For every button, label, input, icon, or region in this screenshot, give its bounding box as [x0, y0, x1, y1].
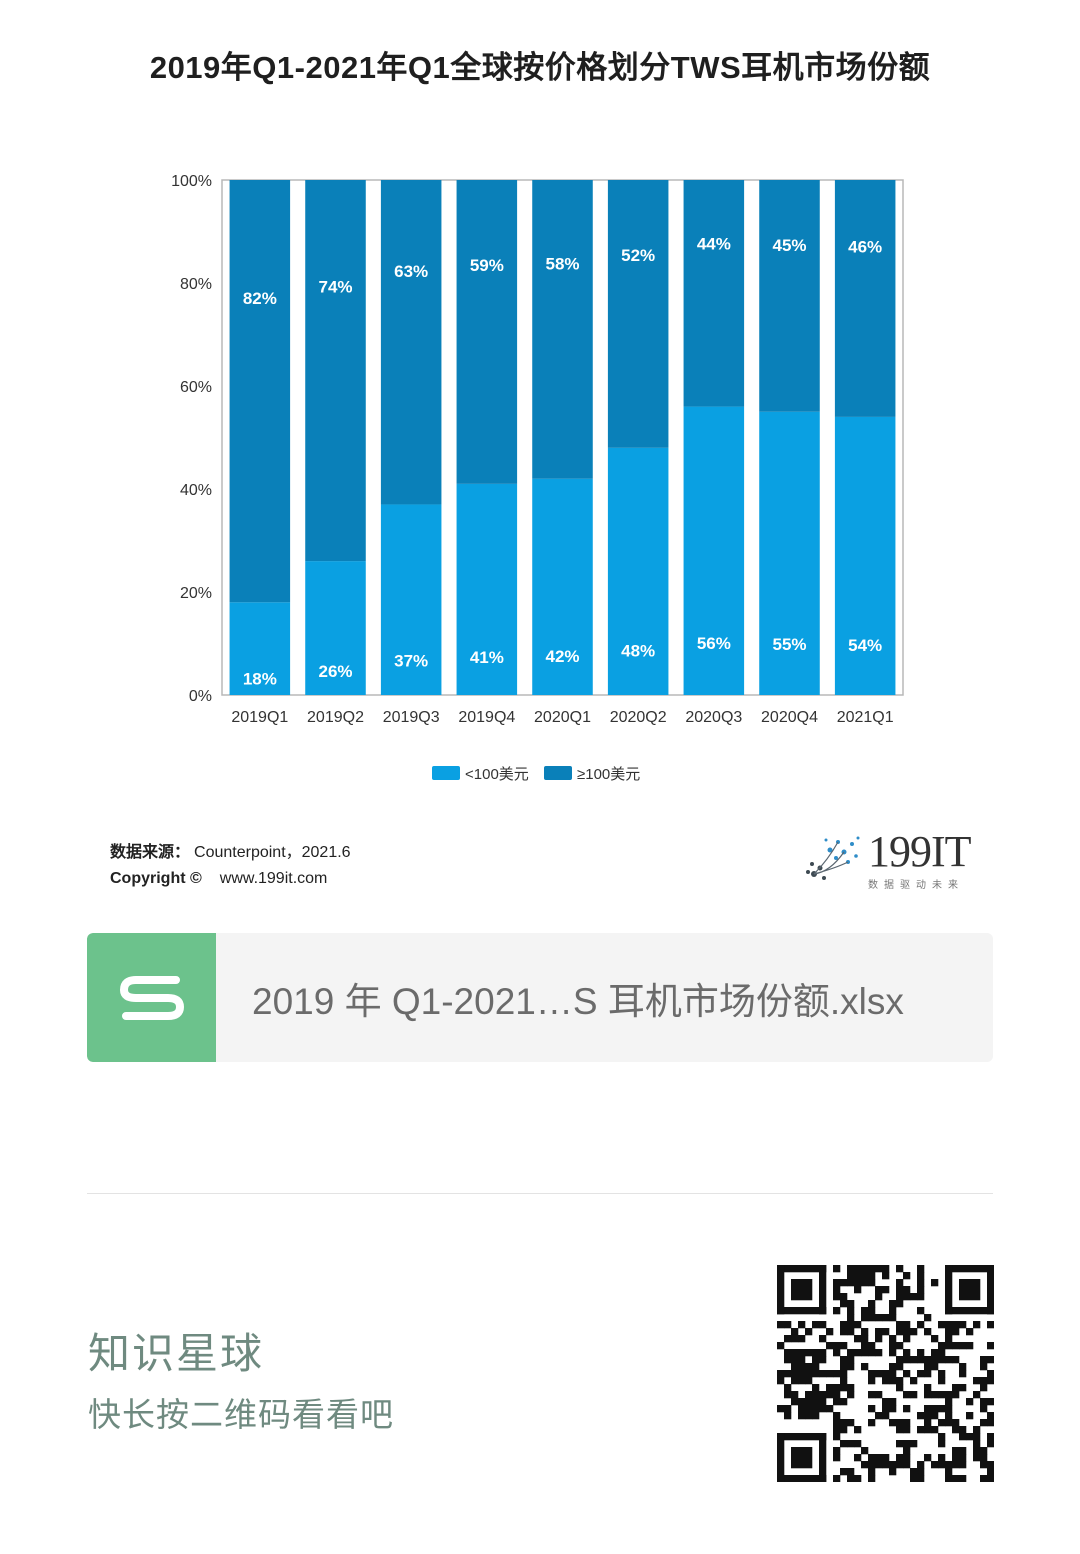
footer-title: 知识星球	[88, 1330, 265, 1377]
bar-segment-under-100	[229, 602, 291, 695]
dandelion-icon	[806, 836, 860, 880]
y-tick-label: 80%	[180, 276, 212, 293]
bar-segment-over-100	[759, 180, 820, 412]
x-tick-label: 2020Q3	[685, 709, 742, 726]
bar-segment-over-100	[834, 180, 896, 417]
data-label: 58%	[545, 255, 579, 274]
data-label: 48%	[621, 642, 655, 661]
bar-segment-over-100	[380, 180, 442, 505]
data-label: 44%	[697, 234, 731, 253]
y-tick-label: 0%	[189, 688, 212, 705]
bar-segment-under-100	[834, 416, 896, 695]
legend-swatch	[432, 766, 460, 780]
data-label: 56%	[697, 634, 731, 653]
x-tick-label: 2019Q3	[383, 709, 440, 726]
legend-label: <100美元	[465, 766, 529, 783]
bar-segment-over-100	[532, 180, 593, 479]
data-label: 74%	[318, 278, 352, 297]
bar-segment-over-100	[229, 180, 291, 603]
source-text: Counterpoint，2021.6	[194, 844, 351, 861]
data-label: 18%	[243, 669, 277, 688]
data-label: 82%	[243, 289, 277, 308]
data-label: 46%	[848, 237, 882, 256]
chart-title: 2019年Q1-2021年Q1全球按价格划分TWS耳机市场份额	[149, 50, 931, 85]
bar-segment-over-100	[607, 180, 669, 448]
y-tick-label: 20%	[180, 585, 212, 602]
bar-segment-over-100	[683, 180, 745, 407]
x-tick-label: 2020Q1	[534, 709, 591, 726]
divider	[87, 1193, 993, 1194]
copyright-label: Copyright ©	[110, 870, 202, 887]
legend-label: ≥100美元	[577, 766, 640, 783]
data-label: 26%	[318, 662, 352, 681]
bar-segment-over-100	[456, 180, 518, 484]
bar-segment-over-100	[305, 180, 366, 562]
bar-segment-under-100	[456, 483, 518, 695]
bar-segment-under-100	[532, 478, 593, 695]
file-attachment-card[interactable]: 2019 年 Q1-2021…S 耳机市场份额.xlsx	[87, 933, 993, 1062]
x-tick-label: 2020Q4	[761, 709, 818, 726]
data-label: 41%	[470, 648, 504, 667]
data-label: 59%	[470, 256, 504, 275]
logo-tagline: 数据驱动未来	[868, 879, 964, 891]
stacked-bar-chart: 0% 20% 40% 60% 80% 100% 18% 82% 2019Q1 26% 74% 2019…	[171, 173, 904, 783]
brand-logo: 199IT 数据驱动未来	[800, 825, 980, 895]
data-label: 63%	[394, 262, 428, 281]
data-label: 52%	[621, 246, 655, 265]
s-letter-icon	[119, 975, 184, 1020]
file-name: 2019 年 Q1-2021…S 耳机市场份额.xlsx	[252, 980, 904, 1022]
source-block: 数据来源： Counterpoint，2021.6 Copyright © ww…	[110, 838, 351, 896]
y-tick-label: 60%	[180, 379, 212, 396]
logo-text: 199IT	[868, 826, 972, 876]
footer-subtitle: 快长按二维码看看吧	[88, 1396, 394, 1433]
x-tick-label: 2019Q4	[458, 709, 515, 726]
website-link[interactable]: www.199it.com	[219, 870, 328, 887]
data-label: 37%	[394, 652, 428, 671]
y-tick-label: 40%	[180, 482, 212, 499]
bar-segment-under-100	[380, 504, 442, 695]
data-label: 55%	[772, 635, 806, 654]
bar-segment-under-100	[607, 447, 669, 695]
x-tick-label: 2021Q1	[837, 709, 894, 726]
data-label: 42%	[545, 647, 579, 666]
y-tick-label: 100%	[171, 173, 212, 190]
data-label: 54%	[848, 636, 882, 655]
bar-segment-under-100	[759, 411, 820, 695]
bar-segment-under-100	[305, 561, 366, 695]
qr-code[interactable]	[777, 1265, 994, 1482]
source-label: 数据来源：	[110, 844, 191, 861]
x-tick-label: 2019Q2	[307, 709, 364, 726]
x-tick-label: 2019Q1	[231, 709, 288, 726]
data-label: 45%	[772, 236, 806, 255]
spreadsheet-icon	[87, 933, 216, 1062]
bar-segment-under-100	[683, 406, 745, 695]
x-tick-label: 2020Q2	[610, 709, 667, 726]
legend-swatch	[544, 766, 572, 780]
